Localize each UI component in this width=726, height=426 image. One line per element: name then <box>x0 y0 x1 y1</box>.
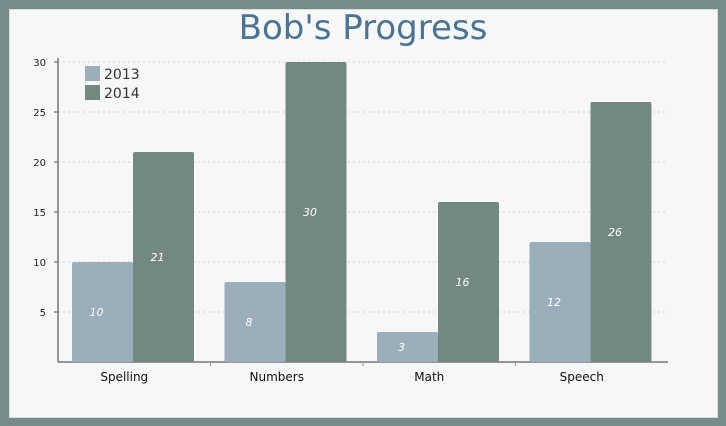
data-label: 12 <box>547 296 561 309</box>
bar-2014-numbers <box>285 62 347 362</box>
data-label: 16 <box>456 276 470 289</box>
category-label: Numbers <box>250 370 304 384</box>
legend: 2013 2014 <box>85 66 140 102</box>
bar-2013-speech <box>529 242 591 362</box>
bars <box>72 62 652 362</box>
bar-2013-math <box>377 332 438 362</box>
category-label: Speech <box>560 370 604 384</box>
legend-swatch <box>85 85 100 100</box>
data-label: 30 <box>303 206 317 219</box>
y-tick-label: 25 <box>33 108 46 119</box>
bar-2013-numbers <box>224 282 286 362</box>
category-label: Spelling <box>100 370 148 384</box>
bar-2013-spelling <box>72 262 133 362</box>
y-tick-label: 10 <box>33 258 46 269</box>
y-tick-label: 20 <box>33 158 46 169</box>
y-tick-label: 30 <box>33 58 46 69</box>
legend-swatch <box>85 66 100 81</box>
data-label: 3 <box>398 341 405 354</box>
category-label: Math <box>414 370 444 384</box>
labels: 10 21 Spelling 8 30 Numbers 3 16 Math 12 26 Speech <box>90 206 623 384</box>
y-tick-label: 15 <box>33 208 46 219</box>
bar-2014-spelling <box>133 152 194 362</box>
data-label: 10 <box>90 306 104 319</box>
data-label: 26 <box>608 226 622 239</box>
y-tick-label: 5 <box>40 308 46 319</box>
bar-2014-math <box>438 202 499 362</box>
data-label: 8 <box>246 316 253 329</box>
bar-2014-speech <box>590 102 652 362</box>
chart-title: Bob's Progress <box>238 8 488 48</box>
data-label: 21 <box>151 251 165 264</box>
legend-label: 2013 <box>104 67 140 83</box>
legend-label: 2014 <box>104 86 140 102</box>
